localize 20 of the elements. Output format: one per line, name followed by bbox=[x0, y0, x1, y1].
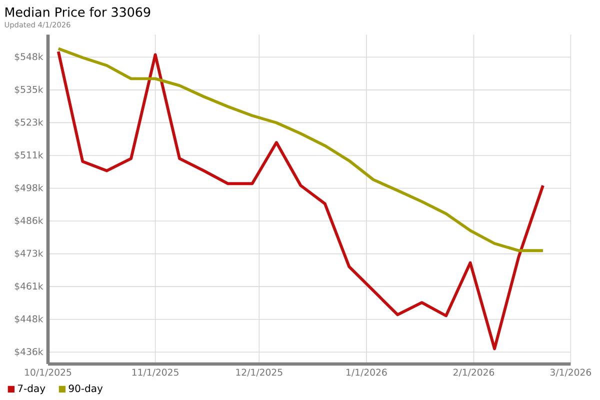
x-tick-label: 1/1/2026 bbox=[346, 368, 387, 376]
y-tick-label: $511k bbox=[14, 151, 44, 160]
x-tick-label: 12/1/2025 bbox=[236, 368, 282, 376]
y-tick-label: $448k bbox=[14, 315, 44, 324]
y-tick-label: $523k bbox=[14, 118, 44, 127]
x-tick-label: 10/1/2025 bbox=[25, 368, 72, 376]
x-tick-label: 11/1/2025 bbox=[132, 368, 178, 376]
y-tick-label: $548k bbox=[14, 52, 44, 62]
y-tick-label: $535k bbox=[14, 86, 44, 94]
y-tick-label: $436k bbox=[14, 348, 44, 356]
legend-label: 7-day bbox=[18, 384, 46, 394]
x-tick-label: 3/1/2026 bbox=[550, 368, 592, 376]
y-tick-label: $461k bbox=[14, 282, 44, 291]
chart-title: Median Price for 33069 bbox=[6, 7, 150, 17]
y-tick-label: $486k bbox=[14, 216, 44, 226]
line-series bbox=[56, 47, 544, 252]
y-tick-label: $473k bbox=[14, 250, 44, 258]
legend-label: 90-day bbox=[68, 384, 103, 394]
x-tick-label: 2/1/2026 bbox=[453, 368, 494, 376]
y-tick-label: $498k bbox=[14, 184, 44, 192]
